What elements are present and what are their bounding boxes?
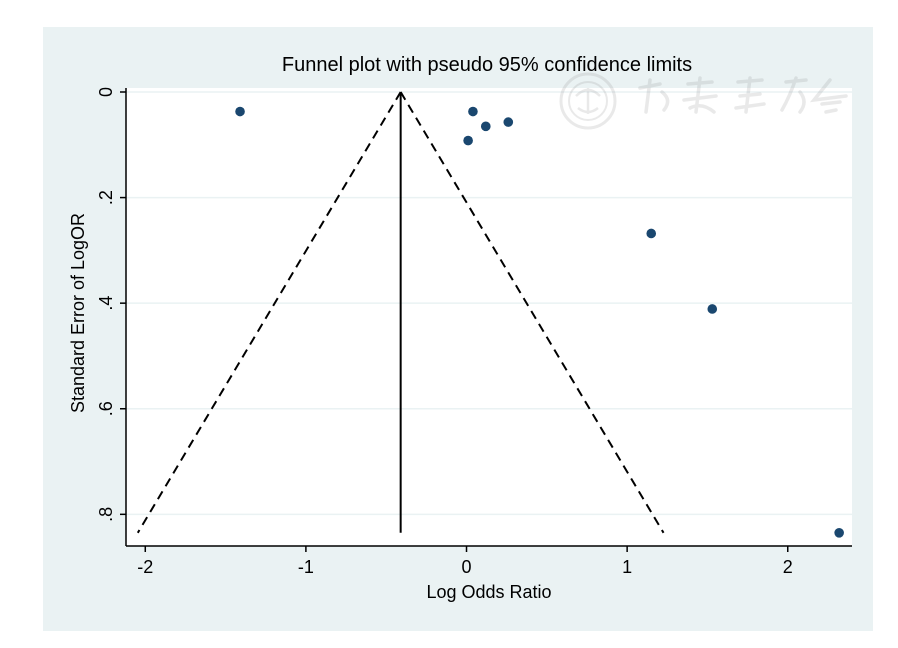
data-point <box>480 121 491 132</box>
x-tick-label: -1 <box>298 557 314 577</box>
data-points <box>235 106 844 538</box>
funnel-lines <box>136 91 665 534</box>
data-point <box>235 106 245 117</box>
y-tick-label: .8 <box>96 507 116 522</box>
x-tick-label: 0 <box>462 557 472 577</box>
y-axis-label: Standard Error of LogOR <box>68 213 88 413</box>
plot-area <box>126 88 852 546</box>
watermark-seal <box>559 72 617 130</box>
axes: -2 -1 0 1 2 0 .2 .4 .6 .8 <box>96 87 852 577</box>
x-tick-label: 2 <box>783 557 793 577</box>
grid-lines <box>126 91 852 516</box>
data-point <box>646 228 657 239</box>
data-point <box>834 528 844 538</box>
data-point <box>463 135 473 146</box>
lower-confidence-limit-line <box>136 91 402 534</box>
x-axis-label: Log Odds Ratio <box>426 582 551 602</box>
x-tick-label: 1 <box>622 557 632 577</box>
y-tick-label: .6 <box>96 401 116 416</box>
y-tick-label: .4 <box>96 296 116 311</box>
data-point <box>707 304 718 314</box>
upper-confidence-limit-line <box>399 91 665 534</box>
x-tick-label: -2 <box>137 557 153 577</box>
data-point <box>503 117 514 127</box>
watermark-calligraphy <box>638 76 848 114</box>
data-point <box>468 106 478 117</box>
y-tick-label: 0 <box>96 87 116 97</box>
y-tick-label: .2 <box>96 190 116 205</box>
chart-title: Funnel plot with pseudo 95% confidence l… <box>282 54 692 76</box>
